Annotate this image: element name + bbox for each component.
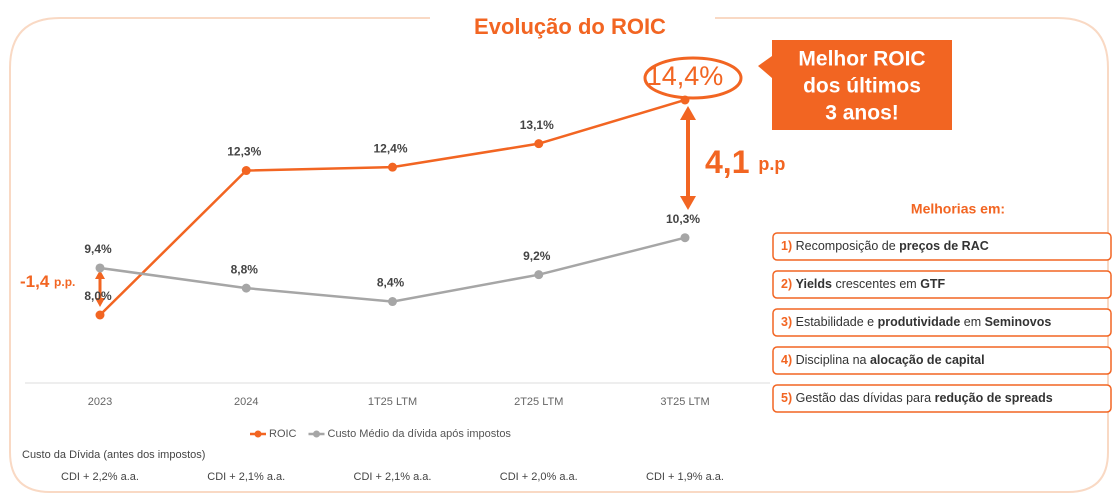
chart-title: Evolução do ROIC <box>474 14 666 39</box>
improvement-box <box>772 308 1112 337</box>
improvements-title: Melhorias em: <box>911 201 1005 217</box>
improvement-box <box>772 346 1112 375</box>
data-label: 9,4% <box>84 242 112 256</box>
improvement-text: 4) Disciplina na alocação de capital <box>781 353 985 367</box>
debt-cost: CDI + 2,1% a.a. <box>207 471 285 483</box>
legend-label: ROIC <box>269 428 297 440</box>
data-label: 12,3% <box>227 145 261 159</box>
improvement-part: Yields <box>796 277 832 291</box>
callout-box <box>758 40 952 130</box>
improvement-box <box>772 232 1112 261</box>
improvement-part: Disciplina na <box>796 353 870 367</box>
debt-cost: CDI + 2,1% a.a. <box>354 471 432 483</box>
improvement-number: 2) <box>781 277 792 291</box>
x-tick-label: 1T25 LTM <box>368 396 417 408</box>
legend-label: Custo Médio da dívida após impostos <box>328 428 512 440</box>
debt-cost: CDI + 2,0% a.a. <box>500 471 578 483</box>
improvement-text: 5) Gestão das dívidas para redução de sp… <box>781 391 1053 405</box>
gap-label: -1,4 p.p. <box>20 272 75 291</box>
x-tick-label: 2023 <box>88 396 112 408</box>
improvement-text: 2) Yields crescentes em GTF <box>781 277 946 291</box>
data-point <box>534 139 544 149</box>
data-point <box>680 233 690 243</box>
improvement-number: 5) <box>781 391 792 405</box>
x-tick-label: 3T25 LTM <box>660 396 709 408</box>
callout-text: 3 anos! <box>825 102 899 125</box>
data-label: 14,4% <box>647 61 724 91</box>
improvement-part: preços de RAC <box>899 239 989 253</box>
gap-value: 4,1 <box>705 144 749 180</box>
improvement-box <box>772 384 1112 413</box>
data-point <box>388 162 397 172</box>
gap-value: -1,4 <box>20 272 50 291</box>
improvement-part: redução de spreads <box>935 391 1053 405</box>
data-point <box>95 310 105 320</box>
data-point <box>388 297 397 307</box>
data-point <box>534 270 544 280</box>
improvement-part: Seminovos <box>985 315 1052 329</box>
debt-cost: CDI + 2,2% a.a. <box>61 471 139 483</box>
legend-dot <box>254 430 262 438</box>
data-label: 8,4% <box>377 276 405 290</box>
improvement-part: produtividade <box>878 315 961 329</box>
improvement-text: 3) Estabilidade e produtividade em Semin… <box>781 315 1051 329</box>
improvement-part: crescentes em <box>832 277 920 291</box>
data-label: 13,1% <box>520 118 554 132</box>
improvement-box <box>772 270 1112 299</box>
series-line <box>99 236 686 303</box>
improvement-text: 1) Recomposição de preços de RAC <box>781 239 989 253</box>
callout-text: dos últimos <box>803 75 921 98</box>
data-label: 8,0% <box>84 289 112 303</box>
data-label: 8,8% <box>231 262 259 276</box>
data-point <box>95 263 105 273</box>
data-label: 10,3% <box>666 212 700 226</box>
x-tick-label: 2T25 LTM <box>514 396 563 408</box>
gap-unit: p.p. <box>54 275 75 289</box>
x-tick-label: 2024 <box>234 396 258 408</box>
improvement-part: Gestão das dívidas para <box>796 391 935 405</box>
gap-label: 4,1 p.p <box>705 144 785 180</box>
data-point <box>680 95 690 105</box>
improvement-number: 4) <box>781 353 792 367</box>
data-point <box>241 166 251 176</box>
data-label: 9,2% <box>523 249 551 263</box>
callout-text: Melhor ROIC <box>798 48 925 71</box>
highlight-ring <box>643 56 743 100</box>
data-point <box>241 283 251 293</box>
data-label: 12,4% <box>373 141 407 155</box>
improvement-number: 3) <box>781 315 792 329</box>
improvement-number: 1) <box>781 239 792 253</box>
improvement-part: alocação de capital <box>870 353 985 367</box>
debt-cost: CDI + 1,9% a.a. <box>646 471 724 483</box>
debt-cost-title: Custo da Dívida (antes dos impostos) <box>22 449 205 461</box>
frame <box>9 17 1109 493</box>
improvement-part: em <box>960 315 984 329</box>
improvement-part: GTF <box>920 277 945 291</box>
gap-unit: p.p <box>758 154 785 174</box>
gap-arrows <box>95 106 696 307</box>
improvement-part: Estabilidade e <box>796 315 878 329</box>
improvement-part: Recomposição de <box>796 239 900 253</box>
legend-dot <box>313 430 320 438</box>
